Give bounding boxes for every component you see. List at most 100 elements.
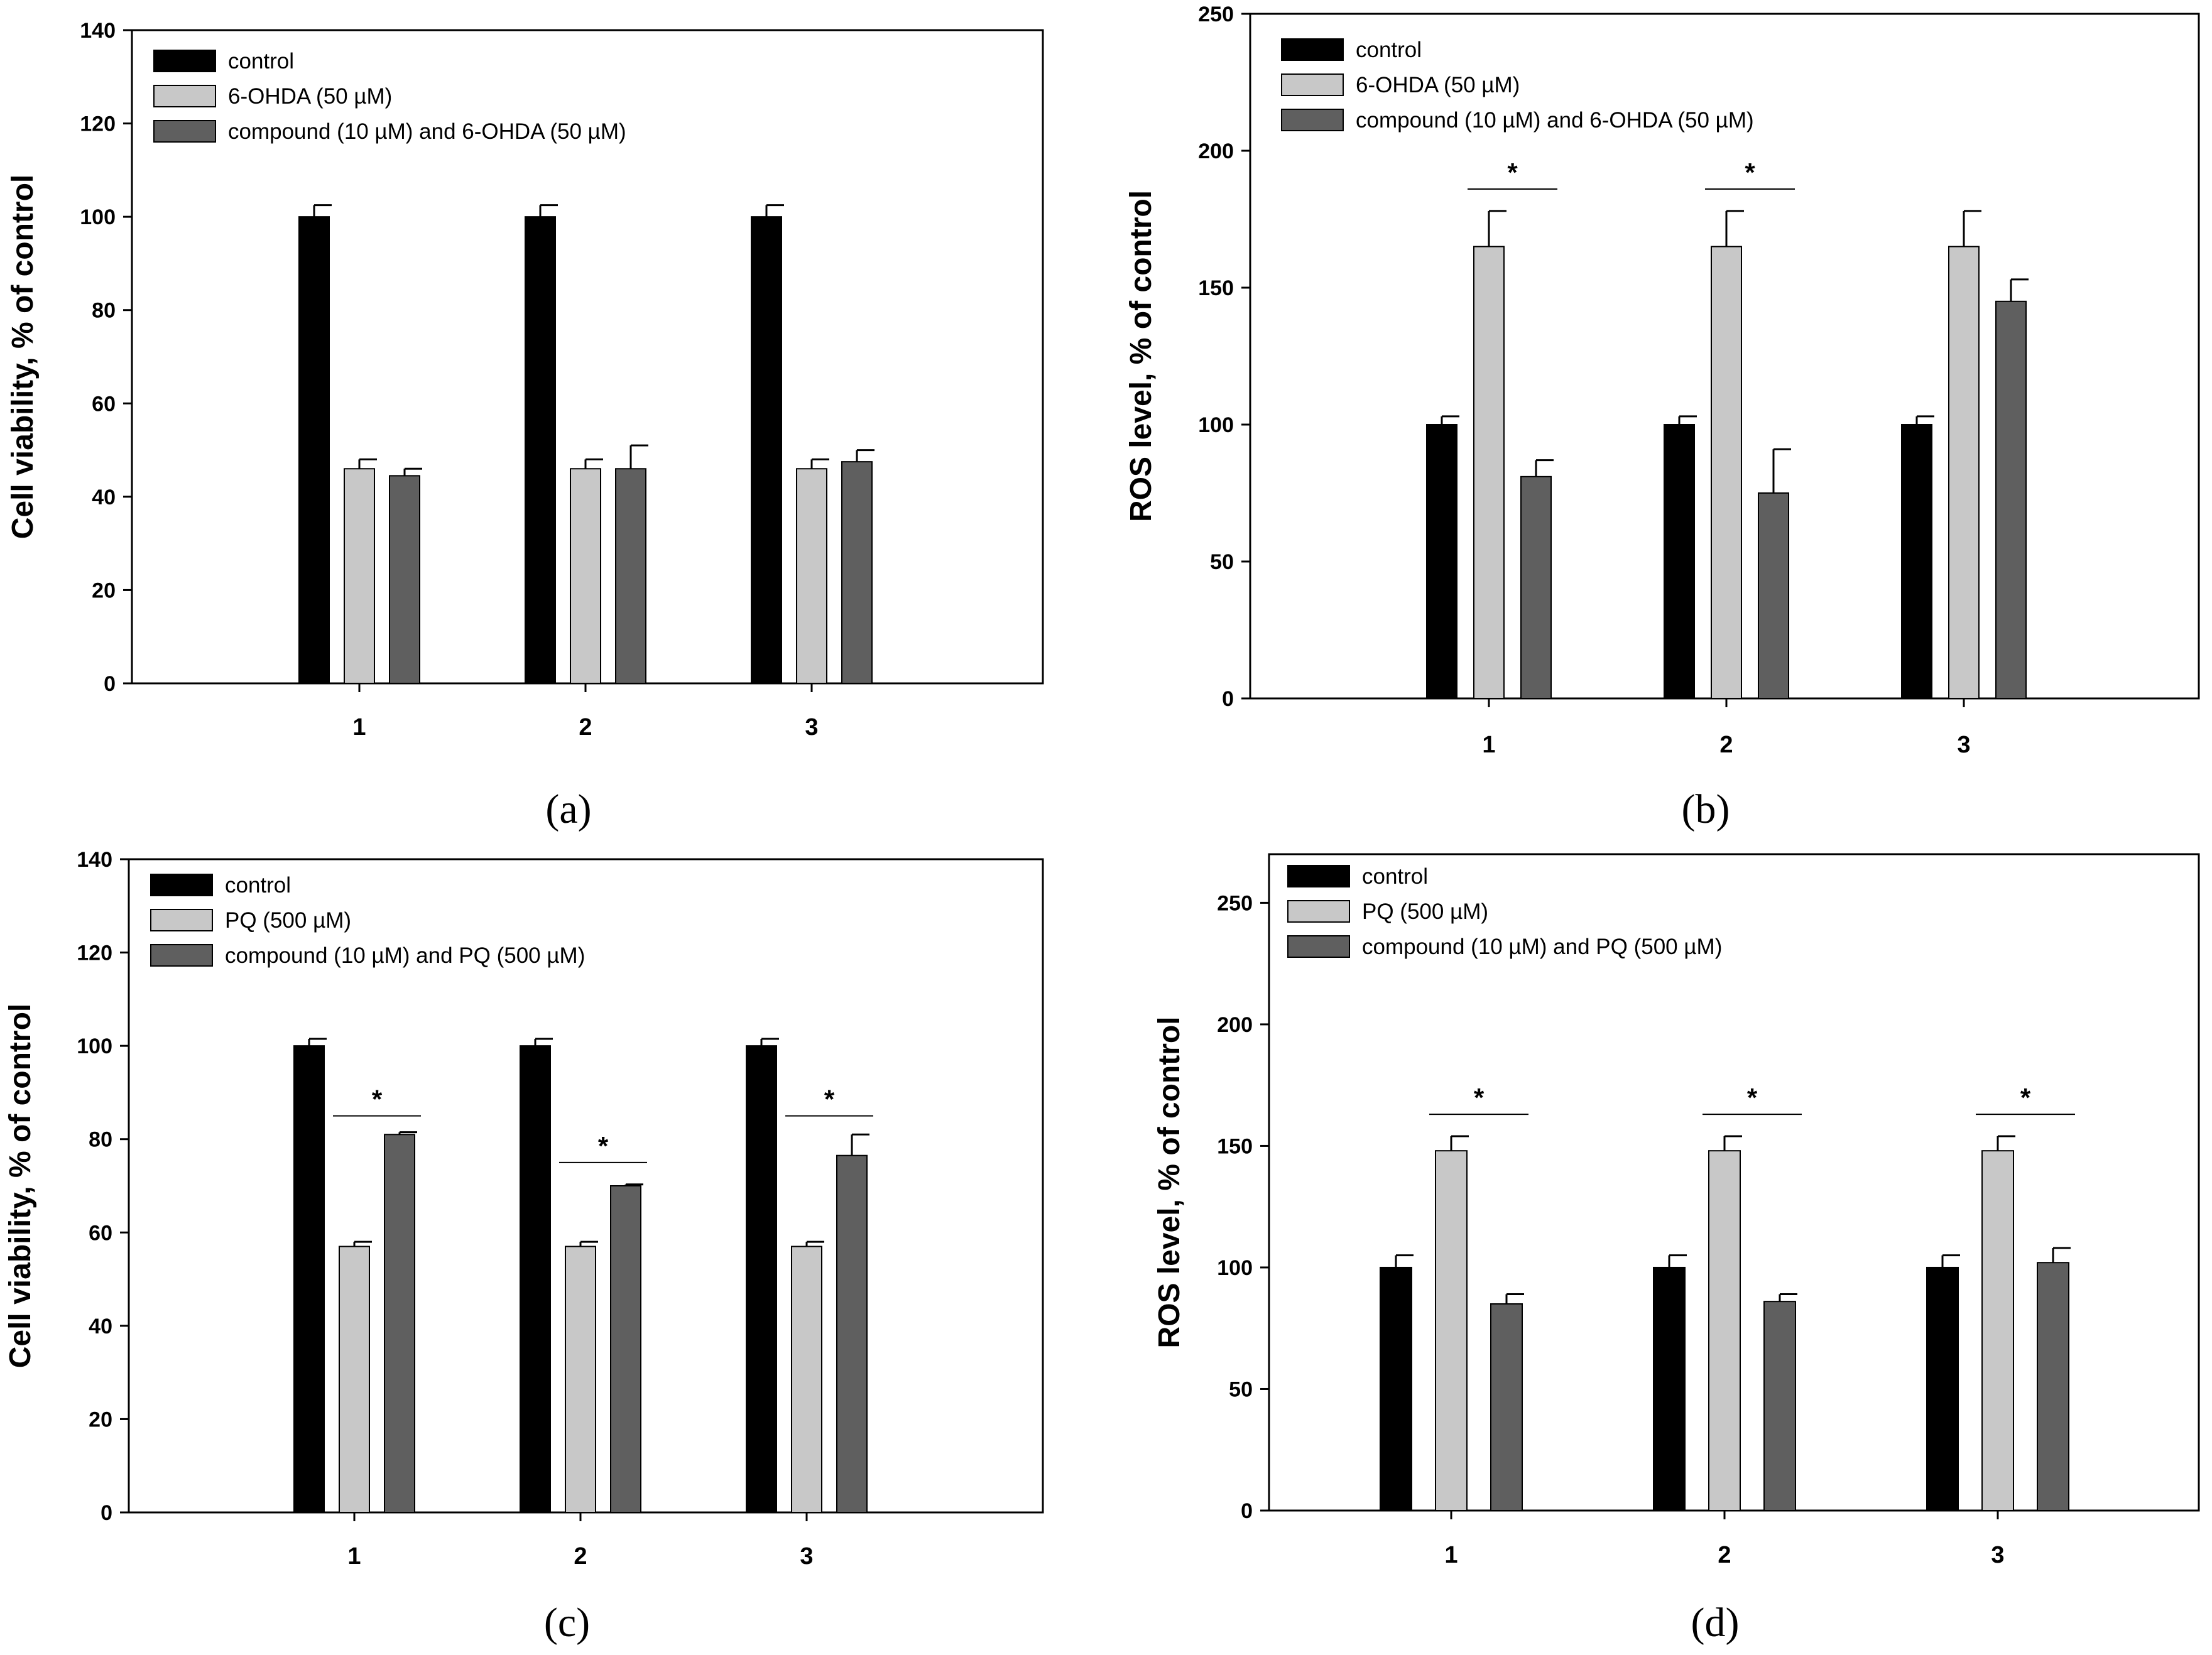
y-axis-label: ROS level, % of control — [1125, 190, 1158, 522]
legend-swatch-2 — [1281, 73, 1344, 96]
bar-2-cat-1 — [1435, 1150, 1468, 1511]
y-tick-label: 150 — [1198, 276, 1234, 300]
panel-label: (c) — [544, 1600, 590, 1646]
legend-label-3: compound (10 µM) and 6-OHDA (50 µM) — [1356, 108, 1754, 133]
legend-label-2: PQ (500 µM) — [225, 908, 351, 933]
y-tick-label: 0 — [1222, 687, 1234, 711]
bar-3-cat-3 — [836, 1154, 868, 1513]
y-tick-label: 100 — [1217, 1256, 1253, 1280]
legend-label-3: compound (10 µM) and PQ (500 µM) — [225, 943, 585, 968]
x-tick-label: 2 — [1719, 732, 1733, 758]
y-tick-label: 60 — [89, 1221, 112, 1245]
chart-panel-c: 0 20 40 60 80 100 120 140 Cell viability, % of c… — [4, 848, 1044, 1646]
bar-1-cat-1 — [1380, 1266, 1412, 1512]
bar-2-cat-2 — [565, 1245, 596, 1513]
y-tick-label: 250 — [1198, 3, 1234, 26]
y-tick-label: 20 — [92, 578, 116, 602]
bar-2-cat-1 — [344, 468, 375, 684]
bar-3-cat-3 — [1995, 300, 2027, 699]
bar-1-cat-1 — [1426, 424, 1457, 699]
bar-2-cat-3 — [791, 1245, 822, 1513]
y-tick-label: 0 — [1241, 1499, 1253, 1523]
x-tick-label: 2 — [1718, 1542, 1731, 1568]
y-tick-label: 120 — [77, 941, 112, 965]
x-tick-label: 1 — [1482, 732, 1495, 758]
bar-1-cat-2 — [1653, 1266, 1686, 1512]
bar-1-cat-1 — [293, 1045, 325, 1513]
y-tick-label: 140 — [77, 848, 112, 872]
legend-swatch-3 — [1281, 109, 1344, 131]
bar-3-cat-3 — [2037, 1262, 2069, 1511]
legend-swatch-1 — [150, 874, 213, 896]
x-tick-label: 1 — [352, 714, 366, 741]
y-axis-label: Cell viability, % of control — [6, 175, 40, 540]
bar-2-cat-3 — [796, 468, 827, 684]
bar-3-cat-3 — [841, 461, 873, 685]
y-tick-label: 40 — [92, 486, 116, 509]
chart-panel-a: 0 20 40 60 80 100 120 140 Cell viability, % of c… — [6, 19, 1044, 832]
y-tick-label: 50 — [1210, 550, 1234, 574]
legend-label-1: control — [228, 49, 294, 73]
legend-swatch-3 — [150, 944, 213, 967]
bar-3-cat-2 — [615, 468, 646, 684]
bar-1-cat-3 — [751, 216, 782, 684]
significance-star: * — [1745, 158, 1755, 187]
legend-swatch-2 — [153, 85, 216, 107]
legend-swatch-3 — [1287, 935, 1350, 958]
y-tick-label: 250 — [1217, 891, 1253, 915]
y-tick-label: 150 — [1217, 1134, 1253, 1158]
bar-1-cat-2 — [520, 1045, 551, 1513]
significance-star: * — [598, 1131, 609, 1161]
bar-3-cat-1 — [1490, 1303, 1523, 1512]
bar-1-cat-1 — [298, 216, 330, 684]
bar-1-cat-2 — [525, 216, 556, 684]
y-tick-label: 100 — [77, 1034, 112, 1058]
legend-swatch-3 — [153, 120, 216, 143]
bar-2-cat-1 — [339, 1245, 370, 1513]
legend-swatch-1 — [1281, 38, 1344, 61]
chart-panel-b: 0 50 100 150 200 250 ROS level, % of control 1 2… — [1125, 3, 2200, 832]
y-tick-label: 80 — [92, 299, 116, 323]
bar-2-cat-2 — [570, 468, 601, 684]
y-tick-label: 80 — [89, 1128, 112, 1152]
bar-1-cat-3 — [1901, 424, 1932, 699]
panel-label: (d) — [1691, 1600, 1740, 1646]
legend-label-1: control — [225, 873, 291, 898]
legend-label-2: PQ (500 µM) — [1362, 899, 1488, 924]
x-tick-label: 1 — [347, 1543, 361, 1570]
bar-1-cat-3 — [746, 1045, 777, 1513]
bar-2-cat-3 — [1948, 246, 1980, 700]
bar-3-cat-2 — [1758, 492, 1789, 699]
x-tick-label: 3 — [805, 714, 818, 741]
panel-label: (a) — [545, 786, 591, 832]
significance-star: * — [1507, 158, 1518, 187]
x-tick-label: 1 — [1444, 1542, 1457, 1568]
legend-label-3: compound (10 µM) and 6-OHDA (50 µM) — [228, 119, 626, 144]
x-tick-label: 2 — [579, 714, 592, 741]
bar-1-cat-2 — [1664, 424, 1695, 699]
y-tick-label: 20 — [89, 1408, 112, 1431]
bar-3-cat-1 — [384, 1134, 415, 1514]
bar-3-cat-1 — [1520, 475, 1552, 700]
y-axis-label: ROS level, % of control — [1153, 1016, 1186, 1348]
significance-star: * — [372, 1085, 383, 1114]
y-tick-label: 100 — [1198, 413, 1234, 437]
y-axis-label: Cell viability, % of control — [4, 1004, 37, 1369]
significance-star: * — [1747, 1083, 1758, 1112]
y-tick-label: 0 — [104, 672, 116, 696]
y-tick-label: 50 — [1229, 1377, 1253, 1401]
y-tick-label: 60 — [92, 392, 116, 416]
legend-swatch-2 — [1287, 900, 1350, 923]
bar-2-cat-1 — [1473, 246, 1505, 700]
x-tick-label: 3 — [1991, 1542, 2004, 1568]
significance-star: * — [824, 1085, 835, 1114]
panel-label: (b) — [1682, 786, 1730, 832]
x-tick-label: 3 — [800, 1543, 813, 1570]
y-tick-label: 140 — [80, 19, 116, 43]
chart-panel-d: 0 50 100 150 200 250 ROS level, % of control 1 2… — [1153, 853, 2200, 1646]
bar-3-cat-1 — [389, 475, 420, 685]
bar-2-cat-2 — [1711, 246, 1742, 700]
bar-2-cat-2 — [1708, 1150, 1741, 1511]
bar-1-cat-3 — [1926, 1266, 1959, 1512]
